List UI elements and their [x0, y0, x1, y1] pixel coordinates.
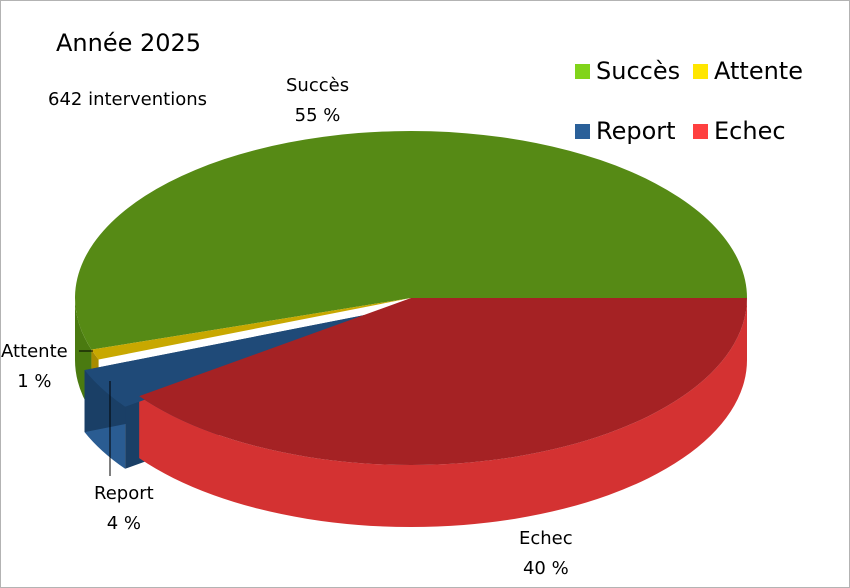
- legend-swatch: [693, 123, 708, 139]
- legend-item-report: Report: [575, 117, 676, 145]
- chart-title: Année 2025: [56, 29, 202, 57]
- legend-label: Succès: [596, 57, 681, 85]
- chart-subtitle: 642 interventions: [48, 89, 208, 110]
- legend-label: Echec: [714, 117, 786, 145]
- legend-item-attente: Attente: [693, 57, 803, 85]
- data-label-succes: Succès 55 %: [286, 75, 350, 126]
- data-label-attente: Attente 1 %: [1, 341, 68, 392]
- legend-label: Report: [596, 117, 676, 145]
- pie-side-echec: [139, 298, 747, 527]
- legend-label: Attente: [714, 57, 803, 85]
- data-label-report: Report 4 %: [94, 483, 154, 534]
- pie-slice-attente: [91, 298, 411, 360]
- pie-slice-echec: [139, 298, 747, 465]
- legend-swatch: [693, 63, 708, 79]
- legend-item-succes: Succès: [575, 57, 680, 85]
- pie-slice-succes: [74, 131, 747, 350]
- legend-swatch: [575, 123, 590, 139]
- data-label-echec: Echec 40 %: [519, 528, 573, 579]
- legend-swatch: [575, 63, 590, 79]
- legend-item-echec: Echec: [693, 117, 786, 145]
